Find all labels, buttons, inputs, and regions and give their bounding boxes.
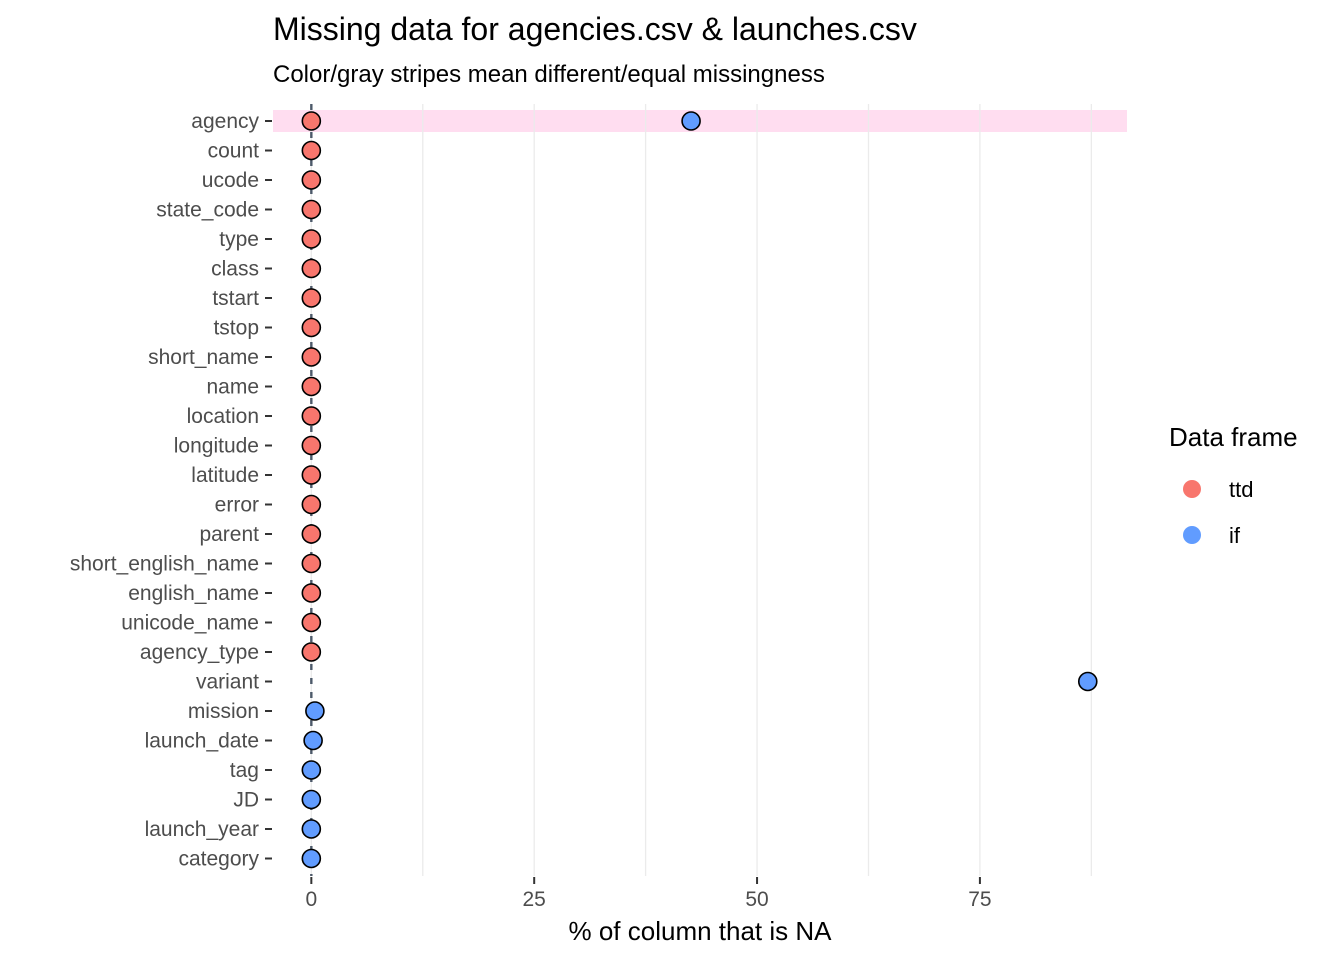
point-ttd-state_code	[301, 199, 322, 220]
y-tick-label-category: category	[178, 848, 259, 871]
y-tick-label-error: error	[215, 494, 259, 517]
x-tick-label-50: 50	[745, 888, 768, 911]
y-tick-label-location: location	[187, 405, 259, 428]
point-ttd-short_english_name	[301, 553, 322, 574]
point-ttd-latitude	[301, 465, 322, 485]
point-ttd-agency	[301, 111, 322, 131]
point-ttd-count	[301, 140, 322, 161]
y-tick-label-tstart: tstart	[212, 287, 259, 310]
point-ttd-class	[301, 258, 322, 279]
legend-key-if	[1183, 526, 1201, 544]
y-tick-label-short_name: short_name	[148, 346, 259, 369]
point-ttd-english_name	[301, 583, 322, 603]
point-if-JD	[301, 789, 322, 810]
point-ttd-unicode_name	[301, 612, 322, 633]
x-tick-label-0: 0	[305, 888, 317, 911]
y-tick-label-launch_year: launch_year	[145, 818, 259, 841]
y-tick-label-unicode_name: unicode_name	[121, 612, 259, 635]
x-axis-label: % of column that is NA	[569, 916, 833, 946]
chart-title: Missing data for agencies.csv & launches…	[273, 11, 917, 47]
y-tick-label-name: name	[206, 376, 259, 399]
point-ttd-agency_type	[301, 642, 322, 662]
y-tick-label-launch_date: launch_date	[145, 730, 259, 753]
y-tick-label-JD: JD	[233, 789, 259, 812]
y-tick-label-type: type	[219, 228, 259, 251]
point-if-launch_year	[301, 819, 322, 839]
y-tick-label-variant: variant	[196, 671, 259, 694]
legend-title: Data frame	[1169, 422, 1298, 452]
point-ttd-tstart	[301, 288, 322, 308]
y-tick-label-count: count	[208, 140, 260, 163]
y-tick-label-parent: parent	[199, 523, 259, 546]
y-tick-label-class: class	[211, 258, 259, 281]
y-tick-label-ucode: ucode	[202, 169, 259, 192]
y-tick-label-short_english_name: short_english_name	[70, 553, 259, 576]
point-if-launch_date	[303, 730, 323, 751]
point-if-mission	[305, 701, 325, 721]
y-tick-label-tag: tag	[230, 759, 259, 782]
y-tick-label-tstop: tstop	[213, 317, 259, 340]
point-ttd-ucode	[301, 170, 322, 190]
point-ttd-location	[301, 406, 322, 426]
point-ttd-short_name	[301, 347, 322, 367]
point-if-category	[301, 848, 322, 869]
point-ttd-name	[301, 376, 322, 397]
legend-label-ttd: ttd	[1229, 477, 1253, 502]
point-ttd-error	[301, 494, 322, 515]
point-ttd-tstop	[301, 317, 322, 338]
legend-key-ttd	[1183, 480, 1201, 498]
y-tick-label-agency: agency	[191, 110, 259, 133]
point-ttd-longitude	[301, 435, 322, 456]
y-tick-label-latitude: latitude	[191, 464, 259, 487]
chart-subtitle: Color/gray stripes mean different/equal …	[273, 61, 825, 88]
y-tick-label-longitude: longitude	[174, 435, 259, 458]
legend-label-if: if	[1229, 523, 1241, 548]
point-if-agency	[681, 111, 701, 131]
x-tick-label-25: 25	[523, 888, 546, 911]
y-tick-label-english_name: english_name	[128, 582, 259, 605]
point-if-variant	[1077, 671, 1098, 692]
y-tick-label-agency_type: agency_type	[140, 641, 259, 664]
legend: Data frame ttd if	[1169, 422, 1298, 548]
y-tick-label-state_code: state_code	[156, 199, 259, 222]
y-tick-label-mission: mission	[188, 700, 259, 723]
point-ttd-type	[301, 229, 322, 249]
point-ttd-parent	[301, 524, 322, 544]
x-tick-label-75: 75	[968, 888, 991, 911]
point-if-tag	[301, 760, 322, 780]
